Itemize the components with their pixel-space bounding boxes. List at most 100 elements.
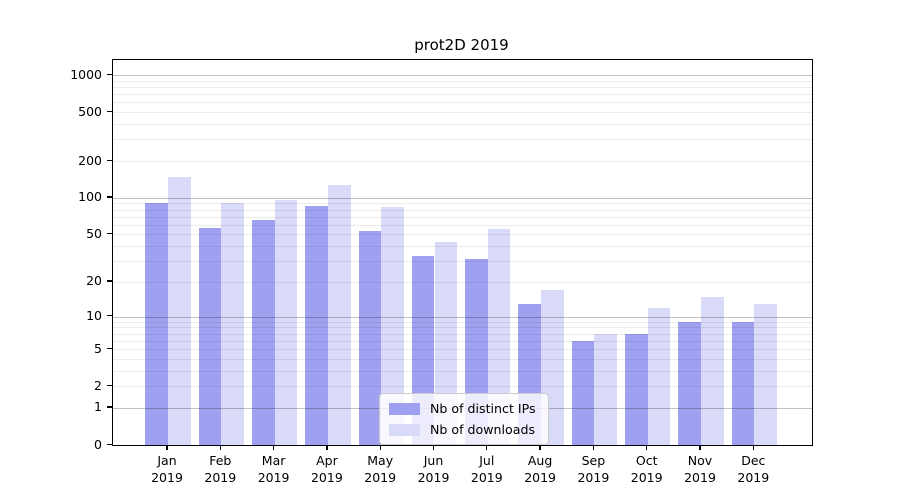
bar-oct-ips <box>625 333 648 445</box>
y-tick-label-10: 10 <box>86 308 102 324</box>
y-tick-mark-1 <box>107 406 112 408</box>
gridline-80 <box>113 209 812 211</box>
x-tick-year: 2019 <box>257 469 290 485</box>
bar-feb-ips <box>198 227 222 445</box>
x-tick-label-feb: Feb 2019 <box>190 453 250 486</box>
y-tick-mark-500 <box>107 110 112 112</box>
legend-item-downloads: Nb of downloads <box>389 422 536 437</box>
y-tick-mark-1000 <box>107 73 112 75</box>
legend: Nb of distinct IPs Nb of downloads <box>379 393 549 445</box>
x-tick-mark-nov <box>699 445 701 450</box>
bar-mar-ips <box>251 219 275 445</box>
x-tick-label-dec: Dec 2019 <box>723 453 783 486</box>
x-tick-month: Aug <box>527 453 553 468</box>
gridline-30 <box>113 261 812 263</box>
x-tick-month: Jan <box>157 453 177 468</box>
x-tick-year: 2019 <box>417 469 450 485</box>
gridline-2 <box>113 386 812 388</box>
legend-label: Nb of distinct IPs <box>430 401 536 416</box>
gridline-60 <box>113 224 812 226</box>
gridline-8 <box>113 327 812 329</box>
y-tick-label-5: 5 <box>94 340 102 356</box>
gridline-500 <box>113 112 812 114</box>
x-tick-label-apr: Apr 2019 <box>297 453 357 486</box>
gridline-900 <box>113 80 812 82</box>
x-tick-year: 2019 <box>684 469 716 485</box>
x-tick-label-aug: Aug 2019 <box>510 453 570 486</box>
gridline-100 <box>113 197 812 200</box>
gridline-5 <box>113 349 812 351</box>
y-tick-label-1000: 1000 <box>70 66 102 82</box>
x-tick-mark-feb <box>219 445 221 450</box>
y-tick-mark-100 <box>107 196 112 198</box>
x-tick-month: Feb <box>209 453 232 468</box>
x-tick-month: Jun <box>423 453 444 468</box>
x-tick-mark-may <box>379 445 381 450</box>
legend-swatch-icon <box>389 423 420 436</box>
gridline-800 <box>113 86 812 88</box>
gridline-7 <box>113 333 812 335</box>
legend-swatch-icon <box>389 402 420 415</box>
gridline-20 <box>113 281 812 283</box>
gridline-300 <box>113 139 812 141</box>
y-tick-mark-20 <box>107 280 112 282</box>
x-tick-year: 2019 <box>524 469 556 485</box>
x-tick-mark-dec <box>752 445 754 450</box>
chart-title: prot2D 2019 <box>414 36 509 54</box>
gridline-1000 <box>113 75 812 77</box>
y-tick-mark-2 <box>107 384 112 387</box>
y-tick-label-50: 50 <box>86 225 102 241</box>
x-tick-month: Apr <box>316 453 338 468</box>
x-tick-month: Mar <box>261 453 286 468</box>
x-tick-mark-aug <box>539 445 541 450</box>
gridline-400 <box>113 124 812 126</box>
bar-nov-downloads <box>701 296 724 445</box>
x-tick-mark-jun <box>432 445 435 450</box>
bar-apr-downloads <box>327 184 351 445</box>
x-tick-label-jul: Jul 2019 <box>457 453 517 486</box>
bar-feb-downloads <box>221 203 244 445</box>
gridline-600 <box>113 102 812 104</box>
bar-dec-ips <box>731 321 755 445</box>
legend-item-distinct-ips: Nb of distinct IPs <box>389 401 536 416</box>
y-tick-label-0: 0 <box>94 436 102 452</box>
gridline-700 <box>113 94 812 96</box>
x-tick-mark-sep <box>592 445 595 450</box>
gridline-10 <box>113 316 812 318</box>
x-tick-label-sep: Sep 2019 <box>563 453 623 486</box>
x-tick-year: 2019 <box>470 469 503 485</box>
x-tick-year: 2019 <box>577 469 610 485</box>
x-tick-month: May <box>367 453 394 468</box>
y-tick-mark-5 <box>107 347 112 349</box>
gridline-6 <box>113 340 812 342</box>
gridline-3 <box>113 370 812 372</box>
x-tick-year: 2019 <box>737 469 770 485</box>
y-tick-label-100: 100 <box>78 189 102 205</box>
x-tick-month: Sep <box>581 453 606 468</box>
gridline-200 <box>113 161 812 163</box>
bar-jan-downloads <box>168 177 191 445</box>
gridline-9 <box>113 321 812 323</box>
bar-dec-downloads <box>754 303 777 445</box>
x-tick-year: 2019 <box>204 469 237 485</box>
bar-may-downloads <box>381 207 404 445</box>
bar-apr-ips <box>305 206 328 445</box>
x-tick-month: Nov <box>687 453 713 468</box>
x-tick-mark-apr <box>326 445 328 450</box>
x-tick-month: Jul <box>479 453 495 468</box>
y-tick-label-500: 500 <box>78 103 102 119</box>
x-tick-label-oct: Oct 2019 <box>617 453 677 486</box>
y-tick-mark-200 <box>107 159 112 161</box>
x-tick-year: 2019 <box>364 469 397 485</box>
x-tick-mark-mar <box>272 445 275 450</box>
bar-may-ips <box>358 231 382 445</box>
x-tick-year: 2019 <box>310 469 343 485</box>
y-tick-label-2: 2 <box>94 377 102 393</box>
y-tick-label-20: 20 <box>86 273 102 289</box>
grid-layer <box>113 60 812 445</box>
x-tick-label-jan: Jan 2019 <box>137 453 197 486</box>
x-tick-mark-jan <box>166 445 168 450</box>
x-tick-month: Oct <box>635 453 658 468</box>
bar-jan-ips <box>145 202 168 445</box>
